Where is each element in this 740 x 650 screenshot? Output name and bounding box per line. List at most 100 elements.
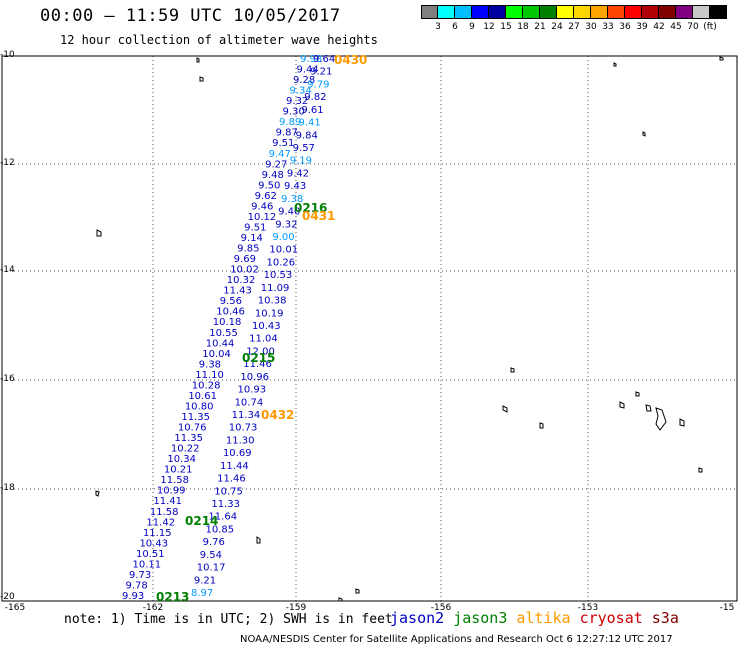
wave-height-value: 9.00	[272, 232, 294, 243]
colorbar-label: 33	[602, 22, 614, 32]
wave-height-value: 9.93	[122, 591, 144, 602]
wave-height-value: 10.11	[132, 559, 161, 570]
wave-height-value: 9.50	[258, 180, 280, 191]
wave-height-value: 10.22	[171, 444, 200, 455]
wave-height-value: 11.35	[181, 412, 210, 423]
wave-height-value: 9.84	[296, 130, 318, 141]
wave-height-value: 9.41	[298, 118, 320, 129]
wave-height-value: 9.51	[244, 222, 266, 233]
wave-height-value: 9.76	[203, 537, 225, 548]
island	[510, 367, 515, 373]
colorbar-frame	[421, 5, 727, 19]
longitude-label: -15	[719, 603, 735, 613]
wave-height-value: 11.58	[150, 507, 179, 518]
colorbar-label: 15	[500, 22, 512, 32]
wave-height-value: 11.58	[160, 475, 189, 486]
pass-time-label: 0430	[334, 53, 367, 67]
wave-height-value: 11.46	[217, 474, 246, 485]
wave-height-value: 11.09	[261, 283, 290, 294]
footer-credit: NOAA/NESDIS Center for Satellite Applica…	[240, 634, 673, 645]
wave-height-value: 9.21	[310, 67, 332, 78]
wave-height-value: 9.78	[125, 580, 147, 591]
colorbar-swatch	[693, 5, 710, 19]
wave-height-value: 11.41	[153, 496, 182, 507]
wave-height-value: 11.33	[211, 499, 240, 510]
wave-height-value: 9.30	[283, 107, 305, 118]
island	[539, 422, 544, 429]
colorbar-label: 24	[551, 22, 563, 32]
colorbar-swatch	[557, 5, 574, 19]
latitude-label: -16	[0, 374, 15, 384]
colorbar-swatch	[642, 5, 659, 19]
island-outlines	[95, 56, 724, 602]
colorbar-label: 18	[517, 22, 529, 32]
wave-height-value: 9.73	[129, 570, 151, 581]
island	[642, 131, 646, 137]
island	[355, 588, 360, 594]
island	[719, 56, 724, 61]
wave-height-value: 10.73	[229, 423, 258, 434]
island	[698, 467, 703, 473]
wave-height-value: 9.61	[301, 105, 323, 116]
island	[96, 229, 102, 237]
longitude-label: -153	[577, 603, 599, 613]
wave-height-value: 10.53	[264, 270, 293, 281]
wave-height-value: 9.56	[220, 296, 242, 307]
legend-cryosat: cryosat	[579, 609, 643, 627]
wave-height-value: 11.30	[226, 435, 255, 446]
colorbar-swatch	[455, 5, 472, 19]
colorbar-swatch	[659, 5, 676, 19]
island	[196, 57, 200, 63]
colorbar-swatch	[472, 5, 489, 19]
island	[95, 490, 100, 497]
wave-height-value: 9.32	[275, 219, 297, 230]
colorbar-swatch	[438, 5, 455, 19]
footer-note: note: 1) Time is in UTC; 2) SWH is in fe…	[64, 612, 393, 627]
wave-height-value: 9.14	[241, 233, 263, 244]
pass-time-label: 0216	[294, 201, 327, 215]
longitude-label: -156	[430, 603, 452, 613]
colorbar-label: 70	[687, 22, 699, 32]
wave-height-value: 10.69	[223, 448, 252, 459]
wave-height-value: 9.89	[279, 117, 301, 128]
wave-height-value: 9.98	[300, 54, 322, 65]
wave-height-value: 10.76	[178, 423, 207, 434]
wave-height-value: 9.64	[313, 54, 335, 65]
page-title: 00:00 — 11:59 UTC 10/05/2017	[40, 6, 341, 26]
wave-height-value: 9.79	[307, 79, 329, 90]
wave-height-value: 9.40	[278, 207, 300, 218]
colorbar-swatch	[421, 5, 438, 19]
wave-height-value: 9.21	[194, 575, 216, 586]
wave-height-value: 9.47	[269, 149, 291, 160]
colorbar-swatch	[540, 5, 557, 19]
legend-s3a: s3a	[651, 609, 679, 627]
wave-height-value: 11.04	[249, 334, 278, 345]
wave-height-value: 10.28	[192, 380, 221, 391]
island	[199, 76, 204, 82]
wave-height-value: 11.44	[220, 461, 249, 472]
legend-jason3: jason3	[453, 609, 508, 627]
wave-height-value: 10.75	[214, 486, 243, 497]
wave-height-value: 10.43	[252, 321, 281, 332]
wave-height-value: 10.32	[227, 275, 256, 286]
colorbar-label: 36	[619, 22, 631, 32]
wave-height-value: 10.43	[139, 538, 168, 549]
wave-height-value: 11.43	[223, 286, 252, 297]
wave-height-value: 9.19	[290, 156, 312, 167]
wave-height-value: 11.10	[195, 370, 224, 381]
page-subtitle: 12 hour collection of altimeter wave hei…	[60, 33, 378, 47]
wave-height-value: 10.96	[240, 372, 269, 383]
wave-height-value: 10.26	[267, 257, 296, 268]
wave-height-value: 9.43	[284, 181, 306, 192]
wave-height-value: 10.93	[237, 385, 266, 396]
wave-height-value: 11.46	[243, 359, 272, 370]
wave-height-value: 9.48	[262, 170, 284, 181]
colorbar-swatch	[489, 5, 506, 19]
wave-height-value: 10.19	[255, 308, 284, 319]
wave-height-value: 9.38	[199, 359, 221, 370]
wave-height-value: 10.74	[235, 397, 264, 408]
wave-height-value: 9.54	[200, 550, 222, 561]
colorbar-label: 9	[469, 22, 475, 32]
island	[619, 401, 625, 409]
longitude-label: -162	[142, 603, 164, 613]
